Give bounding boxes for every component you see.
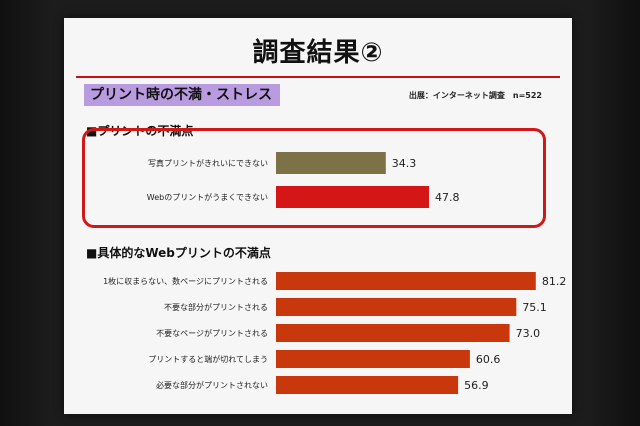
bar [276, 272, 536, 290]
bar [276, 324, 510, 342]
category-label: 不要なページがプリントされる [156, 328, 268, 338]
value-label: 56.9 [464, 379, 489, 392]
category-label: 1枚に収まらない、数ページにプリントされる [103, 276, 268, 286]
value-label: 47.8 [435, 191, 460, 204]
value-label: 81.2 [542, 275, 567, 288]
category-label: 写真プリントがきれいにできない [148, 158, 268, 168]
section-heading-print-complaints: ■プリントの不満点 [86, 124, 194, 138]
bar [276, 298, 517, 316]
presentation-slide: 調査結果② プリント時の不満・ストレス 出展：インターネット調査 n=522 ■… [64, 18, 572, 414]
value-label: 34.3 [392, 157, 417, 170]
survey-source-note: 出展：インターネット調査 n=522 [408, 91, 542, 100]
category-label: プリントすると端が切れてしまう [148, 354, 268, 364]
bar [276, 186, 429, 208]
value-label: 73.0 [516, 327, 541, 340]
bar-charts: 写真プリントがきれいにできない 34.3 Webのプリントがうまくできない 47.8 1… [103, 152, 567, 394]
category-label: 不要な部分がプリントされる [164, 302, 268, 312]
title-divider [76, 76, 560, 78]
slide-title: 調査結果② [252, 38, 384, 68]
bar [276, 376, 459, 394]
highlight-box [82, 128, 546, 228]
section-heading-web-print-complaints: ■具体的なWebプリントの不満点 [86, 246, 271, 260]
value-label: 75.1 [522, 301, 547, 314]
category-label: Webのプリントがうまくできない [147, 192, 268, 202]
value-label: 60.6 [476, 353, 501, 366]
category-label: 必要な部分がプリントされない [156, 380, 268, 390]
bar [276, 152, 386, 174]
slide-subtitle: プリント時の不満・ストレス [84, 84, 280, 106]
bar [276, 350, 470, 368]
